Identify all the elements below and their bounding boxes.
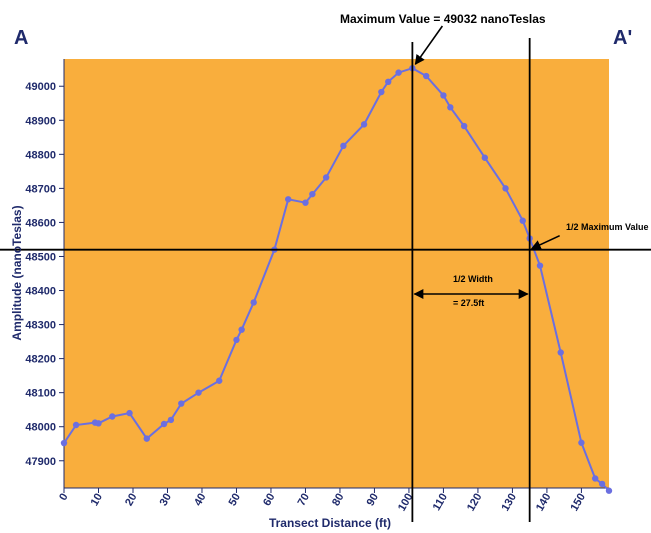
data-point bbox=[395, 69, 402, 76]
y-tick-label: 48000 bbox=[25, 422, 56, 434]
x-tick-label: 150 bbox=[568, 492, 588, 514]
data-point bbox=[167, 416, 175, 424]
data-point bbox=[519, 217, 526, 224]
data-point bbox=[536, 262, 544, 269]
corner-label-a-prime: A' bbox=[613, 27, 632, 49]
plot-background bbox=[64, 59, 609, 488]
max-value-label: Maximum Value = 49032 nanoTeslas bbox=[340, 12, 546, 26]
data-point bbox=[322, 174, 330, 181]
data-point bbox=[605, 487, 613, 494]
y-tick-label: 48600 bbox=[25, 217, 56, 229]
data-point bbox=[109, 413, 116, 420]
x-tick-label: 130 bbox=[499, 492, 519, 514]
y-tick-label: 48400 bbox=[25, 286, 56, 298]
data-point bbox=[378, 88, 385, 96]
data-point bbox=[160, 420, 168, 428]
data-point bbox=[95, 420, 102, 427]
x-tick-label: 10 bbox=[89, 492, 106, 509]
x-axis-ticks: 0 10 20 30 40 50 60 70 80 90 100 110 120 130 140 150 bbox=[57, 488, 588, 513]
data-point bbox=[557, 349, 564, 356]
data-point bbox=[309, 190, 316, 198]
max-value-arrow bbox=[414, 25, 444, 66]
x-tick-label: 120 bbox=[465, 492, 485, 514]
data-point bbox=[216, 377, 223, 384]
half-max-label: 1/2 Maximum Value bbox=[566, 222, 649, 232]
data-point bbox=[72, 421, 80, 429]
half-width-label-line2: = 27.5ft bbox=[453, 298, 484, 308]
y-axis-ticks: 47900 48000 48100 48200 48300 48400 48500 48600… bbox=[25, 81, 64, 468]
y-tick-label: 48100 bbox=[25, 388, 56, 400]
data-point bbox=[447, 104, 454, 111]
y-tick-label: 48900 bbox=[25, 115, 56, 127]
half-max-arrow bbox=[530, 234, 561, 250]
x-axis-title: Transect Distance (ft) bbox=[269, 516, 391, 530]
y-tick-label: 48500 bbox=[25, 251, 56, 263]
data-point bbox=[385, 78, 392, 86]
x-tick-label: 40 bbox=[192, 492, 209, 509]
half-width-label-line1: 1/2 Width bbox=[453, 274, 493, 284]
data-point bbox=[178, 400, 185, 407]
x-tick-label: 90 bbox=[365, 492, 382, 509]
x-tick-label: 30 bbox=[158, 492, 175, 509]
data-point bbox=[502, 185, 509, 192]
data-point bbox=[238, 326, 245, 333]
y-axis-title: Amplitude (nanoTeslas) bbox=[10, 205, 24, 340]
data-point bbox=[302, 199, 309, 206]
data-point bbox=[340, 142, 347, 150]
series-line bbox=[63, 67, 610, 492]
x-tick-label: 140 bbox=[534, 492, 554, 514]
data-point bbox=[126, 409, 133, 417]
x-tick-label: 110 bbox=[431, 492, 450, 513]
data-point bbox=[481, 154, 489, 161]
x-tick-label: 20 bbox=[123, 492, 140, 509]
data-point bbox=[143, 435, 150, 442]
data-point bbox=[592, 475, 599, 482]
y-tick-label: 49000 bbox=[25, 81, 56, 93]
y-tick-label: 48200 bbox=[25, 354, 56, 366]
data-point bbox=[360, 121, 368, 128]
y-tick-label: 48800 bbox=[25, 149, 56, 161]
corner-label-a: A bbox=[14, 27, 28, 49]
data-point bbox=[422, 72, 430, 80]
x-tick-label: 80 bbox=[330, 492, 347, 509]
x-tick-label: 70 bbox=[296, 492, 313, 509]
y-tick-label: 48300 bbox=[25, 320, 56, 332]
x-tick-label: 60 bbox=[261, 492, 278, 509]
data-point bbox=[460, 122, 468, 130]
data-point bbox=[440, 92, 447, 99]
y-tick-label: 48700 bbox=[25, 183, 56, 195]
data-point bbox=[285, 196, 292, 203]
y-tick-label: 47900 bbox=[25, 456, 56, 468]
data-point bbox=[60, 439, 68, 447]
data-point bbox=[195, 389, 202, 396]
data-point bbox=[233, 336, 240, 344]
x-tick-label: 50 bbox=[227, 492, 244, 509]
data-point bbox=[578, 439, 585, 446]
data-point bbox=[598, 480, 606, 488]
data-point bbox=[250, 299, 257, 306]
x-tick-label: 0 bbox=[57, 492, 70, 503]
